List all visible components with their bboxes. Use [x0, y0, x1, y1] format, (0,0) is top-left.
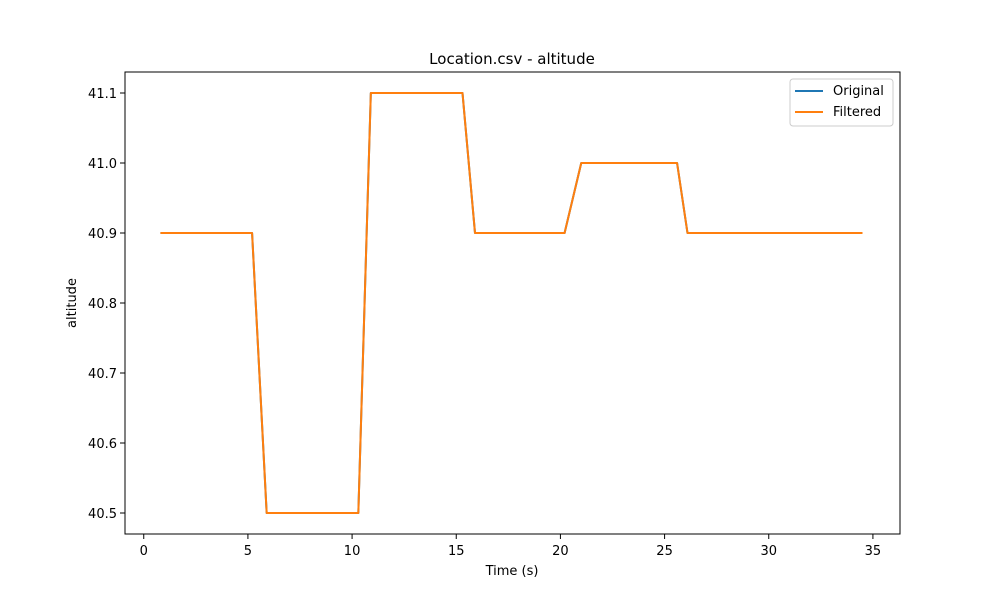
x-tick-label: 0 [140, 544, 148, 559]
y-axis-label: altitude [65, 278, 80, 328]
y-axis: 40.5 40.6 40.7 40.8 40.9 41.0 41.1 [88, 87, 125, 522]
x-tick-label: 5 [244, 544, 252, 559]
y-tick-label: 40.6 [88, 437, 117, 452]
y-tick-label: 40.5 [88, 507, 117, 522]
x-tick-label: 25 [656, 544, 673, 559]
legend-label-filtered: Filtered [833, 105, 881, 120]
y-tick-label: 40.7 [88, 367, 117, 382]
y-tick-label: 41.1 [88, 87, 117, 102]
plot-frame [124, 71, 901, 535]
chart-title: Location.csv - altitude [429, 50, 595, 68]
plot-area [160, 92, 863, 514]
x-tick-label: 10 [344, 544, 361, 559]
legend-label-original: Original [833, 84, 884, 99]
x-axis-label: Time (s) [485, 564, 539, 579]
x-tick-label: 30 [760, 544, 777, 559]
x-axis: 0 5 10 15 20 25 30 35 [140, 534, 882, 559]
x-tick-label: 20 [552, 544, 569, 559]
x-tick-label: 35 [865, 544, 882, 559]
y-tick-label: 40.8 [88, 297, 117, 312]
legend: Original Filtered [789, 78, 894, 127]
series-line-filtered [160, 92, 863, 514]
y-tick-label: 41.0 [88, 157, 117, 172]
y-tick-label: 40.9 [88, 227, 117, 242]
x-tick-label: 15 [448, 544, 465, 559]
